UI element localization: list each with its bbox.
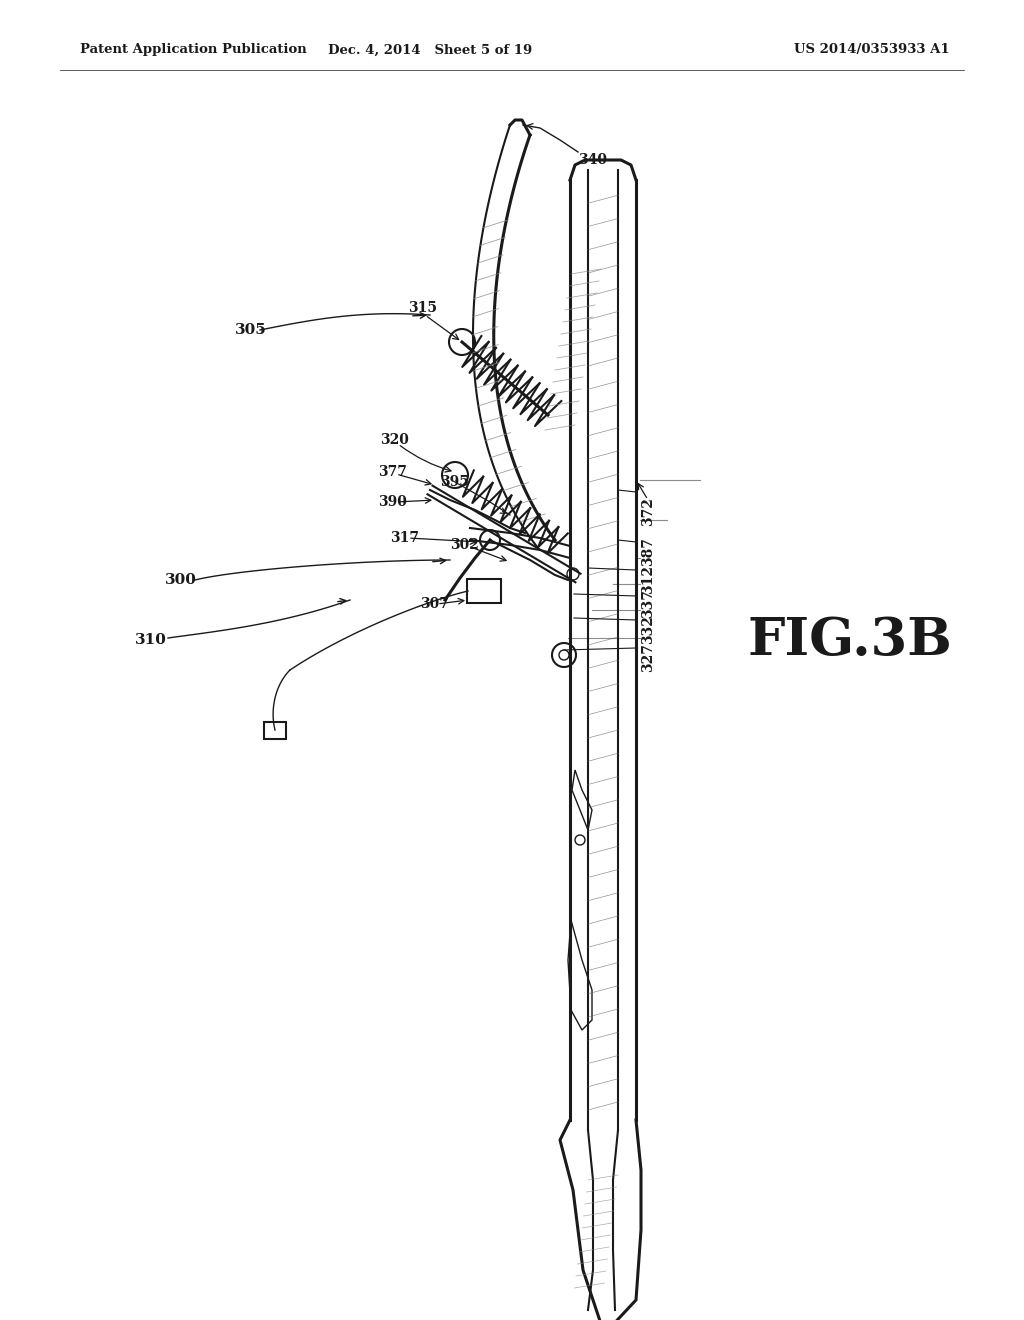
Text: Dec. 4, 2014   Sheet 5 of 19: Dec. 4, 2014 Sheet 5 of 19 xyxy=(328,44,532,57)
Text: 302: 302 xyxy=(450,539,479,552)
Text: 312: 312 xyxy=(641,565,655,594)
Text: 395: 395 xyxy=(440,475,469,488)
Text: 387: 387 xyxy=(641,537,655,566)
Text: 377: 377 xyxy=(378,465,407,479)
Text: 310: 310 xyxy=(135,634,167,647)
Text: 337: 337 xyxy=(641,590,655,619)
Text: 332: 332 xyxy=(641,615,655,644)
Text: 317: 317 xyxy=(390,531,419,545)
Circle shape xyxy=(480,531,500,550)
Text: 372: 372 xyxy=(641,498,655,527)
Text: Patent Application Publication: Patent Application Publication xyxy=(80,44,307,57)
Text: 307: 307 xyxy=(420,597,449,611)
Text: 327: 327 xyxy=(641,644,655,672)
Text: US 2014/0353933 A1: US 2014/0353933 A1 xyxy=(795,44,950,57)
Text: 320: 320 xyxy=(380,433,409,447)
FancyBboxPatch shape xyxy=(264,722,286,739)
Text: 340: 340 xyxy=(578,153,607,168)
Text: 315: 315 xyxy=(408,301,437,315)
Text: 300: 300 xyxy=(165,573,197,587)
Text: 305: 305 xyxy=(234,323,266,337)
Text: FIG.3B: FIG.3B xyxy=(748,615,952,665)
Circle shape xyxy=(552,643,575,667)
Circle shape xyxy=(449,329,475,355)
Text: 390: 390 xyxy=(378,495,407,510)
FancyBboxPatch shape xyxy=(467,579,501,603)
Circle shape xyxy=(575,836,585,845)
Circle shape xyxy=(567,568,579,579)
Circle shape xyxy=(442,462,468,488)
